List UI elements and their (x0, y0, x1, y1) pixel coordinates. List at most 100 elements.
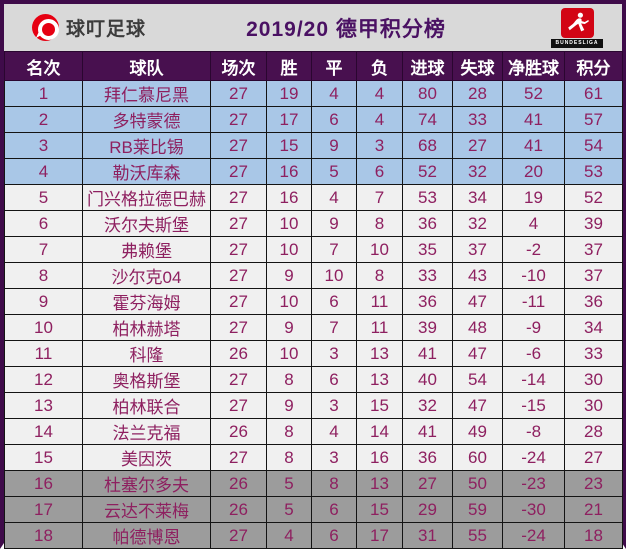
table-cell: 门兴格拉德巴赫 (82, 184, 211, 211)
table-cell: 3 (311, 340, 357, 367)
table-cell: 27 (210, 106, 267, 133)
table-row: 1 拜仁慕尼黑 27 19 4 4 80 28 52 61 (4, 80, 623, 107)
table-cell: 4 (266, 522, 312, 549)
table-cell: 30 (564, 392, 623, 419)
table-cell: 5 (4, 184, 83, 211)
table-cell: 32 (402, 392, 453, 419)
table-cell: 27 (210, 366, 267, 393)
table-cell: 15 (266, 132, 312, 159)
table-cell: 8 (4, 262, 83, 289)
table-row: 3 RB莱比锡 27 15 9 3 68 27 41 54 (4, 132, 623, 159)
table-cell: 4 (4, 158, 83, 185)
table-cell: 37 (452, 236, 503, 263)
table-cell: 杜塞尔多夫 (82, 470, 211, 497)
table-cell: 27 (210, 392, 267, 419)
table-cell: 48 (452, 314, 503, 341)
table-cell: 6 (311, 106, 357, 133)
table-cell: 36 (402, 444, 453, 471)
table-cell: 27 (210, 236, 267, 263)
table-cell: 13 (356, 366, 403, 393)
table-cell: 41 (402, 340, 453, 367)
table-cell: 36 (402, 210, 453, 237)
column-header: 进球 (402, 51, 453, 81)
table-cell: 15 (356, 496, 403, 523)
table-cell: 17 (266, 106, 312, 133)
table-cell: 34 (564, 314, 623, 341)
table-cell: 4 (311, 418, 357, 445)
table-cell: 35 (402, 236, 453, 263)
table-cell: 10 (266, 210, 312, 237)
table-cell: 沃尔夫斯堡 (82, 210, 211, 237)
table-cell: 37 (564, 262, 623, 289)
table-cell: 27 (210, 158, 267, 185)
table-cell: 53 (564, 158, 623, 185)
table-cell: 50 (452, 470, 503, 497)
table-cell: 8 (356, 210, 403, 237)
table-cell: 6 (311, 496, 357, 523)
table-cell: 47 (452, 392, 503, 419)
table-cell: 26 (210, 470, 267, 497)
table-cell: 拜仁慕尼黑 (82, 80, 211, 107)
table-row: 16 杜塞尔多夫 26 5 8 13 27 50 -23 23 (4, 470, 623, 497)
table-cell: 多特蒙德 (82, 106, 211, 133)
table-cell: 27 (210, 288, 267, 315)
table-cell: 52 (402, 158, 453, 185)
table-cell: 61 (564, 80, 623, 107)
table-cell: 16 (266, 158, 312, 185)
table-cell: 41 (502, 106, 565, 133)
table-cell: 28 (452, 80, 503, 107)
table-row: 10 柏林赫塔 27 9 7 11 39 48 -9 34 (4, 314, 623, 341)
table-cell: 14 (4, 418, 83, 445)
table-cell: 27 (452, 132, 503, 159)
table-cell: 7 (4, 236, 83, 263)
table-cell: 55 (452, 522, 503, 549)
column-header: 净胜球 (502, 51, 565, 81)
table-cell: 柏林联合 (82, 392, 211, 419)
table-cell: 法兰克福 (82, 418, 211, 445)
table-cell: 40 (402, 366, 453, 393)
table-cell: -9 (502, 314, 565, 341)
table-header-row: 名次 球队 场次胜平负进球 失球 净胜球 积分 (4, 51, 623, 81)
standings-table: 名次 球队 场次胜平负进球 失球 净胜球 积分 1 拜仁慕尼黑 27 19 4 4 80 28 52 61 2… (4, 51, 623, 549)
table-cell: 弗赖堡 (82, 236, 211, 263)
table-cell: -14 (502, 366, 565, 393)
table-cell: 13 (4, 392, 83, 419)
table-cell: 16 (266, 184, 312, 211)
table-row: 14 法兰克福 26 8 4 14 41 49 -8 28 (4, 418, 623, 445)
table-cell: 3 (4, 132, 83, 159)
table-cell: 74 (402, 106, 453, 133)
table-cell: RB莱比锡 (82, 132, 211, 159)
table-cell: 6 (356, 158, 403, 185)
table-cell: 9 (266, 314, 312, 341)
table-row: 15 美因茨 27 8 3 16 36 60 -24 27 (4, 444, 623, 471)
table-cell: 19 (502, 184, 565, 211)
table-cell: 15 (4, 444, 83, 471)
table-cell: 28 (564, 418, 623, 445)
table-cell: -24 (502, 522, 565, 549)
bundesliga-logo-text: BUNDESLIGA (551, 38, 603, 48)
table-cell: 11 (356, 314, 403, 341)
table-cell: 19 (266, 80, 312, 107)
table-cell: 9 (4, 288, 83, 315)
column-header: 名次 (4, 51, 83, 81)
table-cell: 勒沃库森 (82, 158, 211, 185)
table-cell: 柏林赫塔 (82, 314, 211, 341)
column-header: 场次 (210, 51, 267, 81)
table-cell: 11 (356, 288, 403, 315)
table-cell: 27 (210, 314, 267, 341)
table-cell: 27 (210, 80, 267, 107)
table-cell: 32 (452, 158, 503, 185)
table-row: 8 沙尔克04 27 9 10 8 33 43 -10 37 (4, 262, 623, 289)
table-cell: 9 (311, 210, 357, 237)
column-header: 失球 (452, 51, 503, 81)
table-cell: 云达不莱梅 (82, 496, 211, 523)
table-cell: 7 (311, 314, 357, 341)
table-cell: 20 (502, 158, 565, 185)
table-cell: 3 (311, 444, 357, 471)
table-row: 17 云达不莱梅 26 5 6 15 29 59 -30 21 (4, 496, 623, 523)
table-cell: 10 (266, 236, 312, 263)
table-cell: 27 (210, 262, 267, 289)
table-cell: 8 (356, 262, 403, 289)
table-cell: 18 (564, 522, 623, 549)
table-row: 9 霍芬海姆 27 10 6 11 36 47 -11 36 (4, 288, 623, 315)
